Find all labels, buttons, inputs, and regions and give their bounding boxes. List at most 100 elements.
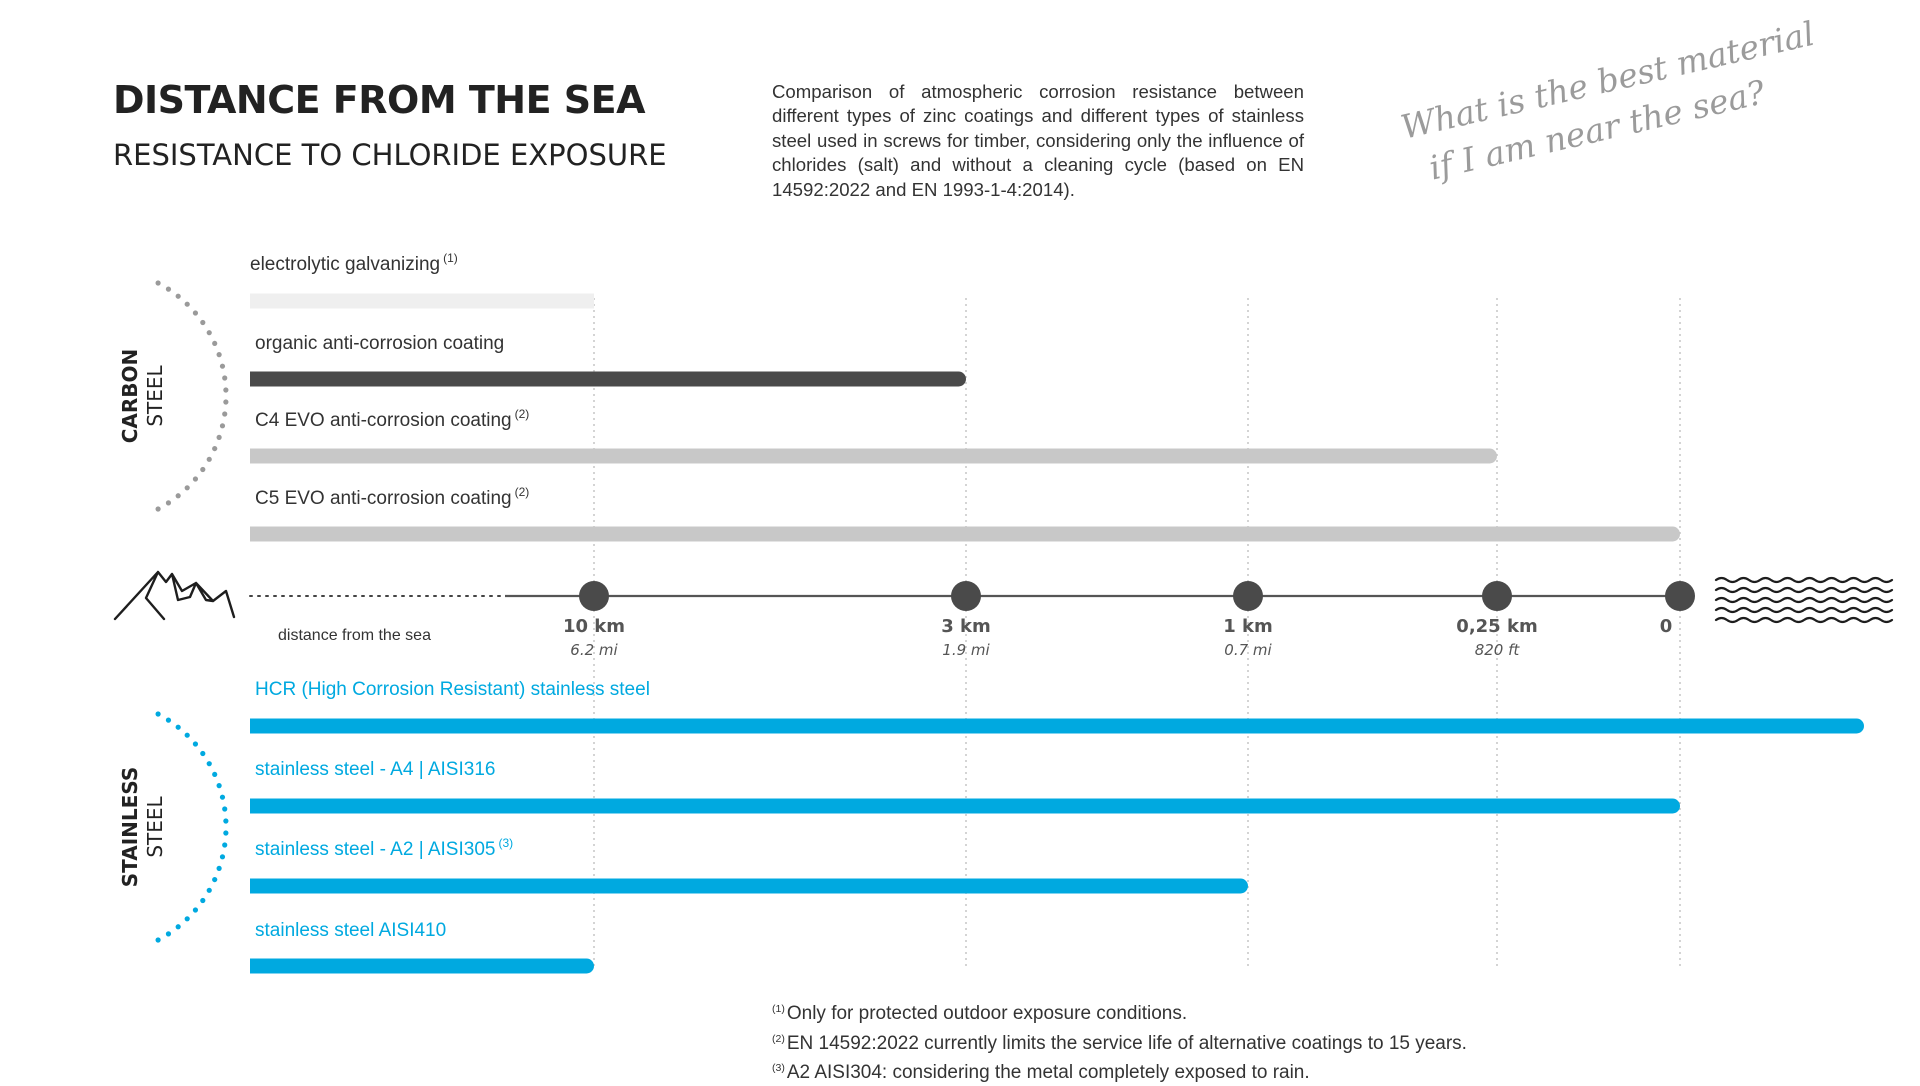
carbon-steel-bracket-dot — [165, 500, 172, 506]
bar-label: C5 EVO anti-corrosion coating (2) — [255, 485, 529, 509]
carbon-steel-bracket-dot — [175, 493, 181, 499]
tick-label: 10 km — [563, 616, 625, 637]
stainless-steel-bracket-dot — [222, 806, 228, 812]
tick-label: 3 km — [941, 616, 991, 637]
axis-marker — [579, 581, 609, 611]
stainless-steel-bracket-dot — [206, 887, 212, 893]
carbon-steel-bracket-dot — [223, 399, 229, 405]
bar-label: stainless steel - A4 | AISI316 — [255, 759, 495, 780]
sea-waves-icon — [1714, 576, 1894, 624]
stainless-steel-bracket-dot — [165, 931, 172, 937]
bar-label: electrolytic galvanizing (1) — [250, 251, 458, 275]
bar-left-cap — [250, 448, 265, 464]
bar-label: HCR (High Corrosion Resistant) stainless… — [255, 679, 650, 700]
carbon-steel-bracket-dot — [192, 310, 199, 316]
footnote-text: EN 14592:2022 currently limits the servi… — [786, 1032, 1467, 1054]
axis-marker — [1665, 581, 1695, 611]
stainless-steel-bracket-dot — [184, 916, 190, 922]
stainless-steel-bracket-dot — [223, 830, 229, 836]
footnote-mark: (1) — [772, 1003, 785, 1015]
bar — [250, 958, 594, 974]
carbon-steel-bracket-dot — [155, 506, 161, 512]
footnote-2: (2) EN 14592:2022 currently limits the se… — [772, 1027, 1672, 1057]
tick-label: 0,25 km — [1456, 616, 1537, 637]
tick-sublabel: 820 ft — [1475, 641, 1521, 659]
stainless-steel-bracket-dot — [192, 907, 199, 913]
axis-marker — [1482, 581, 1512, 611]
stainless-steel-bracket-dot — [165, 717, 172, 723]
stainless-steel-bracket-dot — [192, 741, 199, 747]
axis-label: distance from the sea — [278, 627, 431, 644]
bar-label: C4 EVO anti-corrosion coating (2) — [255, 407, 529, 431]
tick-sublabel: 0.7 mi — [1224, 641, 1272, 659]
carbon-steel-bracket-dot — [206, 330, 212, 336]
bar-left-cap — [250, 718, 265, 734]
carbon-steel-bracket-dot — [212, 340, 218, 347]
tick-label: 0 — [1660, 616, 1673, 637]
carbon-steel-bracket-dot — [192, 476, 199, 482]
axis-marker — [951, 581, 981, 611]
stainless-steel-bracket-dot — [184, 732, 190, 738]
bar — [250, 798, 1680, 814]
stainless-steel-bracket-dot — [223, 818, 229, 824]
stainless-steel-bracket-dot — [175, 724, 181, 730]
chart-description: Comparison of atmospheric corrosion resi… — [772, 81, 1304, 200]
tick-label: 1 km — [1223, 616, 1273, 637]
carbon-steel-bracket-dot — [184, 301, 190, 307]
stainless-steel-bracket-dot — [216, 783, 222, 789]
stainless-steel-bracket-dot — [212, 876, 218, 883]
carbon-steel-bracket-dot — [216, 352, 222, 358]
bar-label: organic anti-corrosion coating — [255, 333, 504, 354]
bar-label: stainless steel - A2 | AISI305 (3) — [255, 836, 513, 860]
bar — [250, 878, 1248, 894]
footnote-mark: (3) — [772, 1062, 785, 1074]
stainless-steel-bracket-dot — [200, 897, 206, 904]
carbon-steel-bracket-dot — [184, 485, 190, 491]
stainless-steel-bracket-dot — [200, 750, 206, 757]
bar — [250, 526, 1680, 542]
bar-left-cap — [250, 798, 265, 814]
bar — [250, 448, 1497, 464]
bar-left-cap — [250, 958, 265, 974]
stainless-steel-bracket-dot — [219, 794, 226, 800]
stainless-steel-bracket-dot — [155, 937, 161, 943]
carbon-steel-bracket-dot — [200, 466, 206, 473]
carbon-steel-bracket-dot — [212, 445, 218, 452]
carbon-steel-bracket-dot — [223, 387, 229, 393]
stainless-steel-bracket-dot — [216, 865, 222, 871]
axis-marker — [1233, 581, 1263, 611]
bar-left-cap — [250, 371, 265, 387]
stainless-steel-bracket-dot — [219, 854, 226, 860]
bar-left-cap — [250, 526, 265, 542]
carbon-steel-bracket-dot — [200, 319, 206, 326]
carbon-steel-label: CARBONSTEEL — [118, 349, 167, 444]
bar-left-cap — [250, 878, 265, 894]
footnote-mark: (2) — [772, 1032, 785, 1045]
footnote-text: A2 AISI304: considering the metal comple… — [786, 1062, 1310, 1083]
carbon-steel-bracket-dot — [155, 280, 161, 286]
footnote-text: Only for protected outdoor exposure cond… — [786, 1003, 1188, 1024]
tick-sublabel: 6.2 mi — [570, 641, 618, 659]
footnotes: (1) Only for protected outdoor exposure c… — [772, 997, 1672, 1086]
stainless-steel-label: STAINLESSSTEEL — [118, 767, 167, 887]
stainless-steel-bracket-dot — [206, 761, 212, 767]
page-subtitle: RESISTANCE TO CHLORIDE EXPOSURE — [113, 138, 667, 172]
page-title: DISTANCE FROM THE SEA — [113, 78, 646, 122]
bar — [250, 718, 1864, 734]
stainless-steel-bracket-dot — [222, 842, 228, 848]
mountains-icon — [113, 570, 236, 621]
tick-sublabel: 1.9 mi — [942, 641, 990, 659]
footnote-3: (3) A2 AISI304: considering the metal com… — [772, 1056, 1672, 1086]
carbon-steel-bracket-dot — [222, 375, 228, 381]
bar — [250, 371, 966, 387]
bar — [250, 293, 594, 309]
carbon-steel-bracket-dot — [206, 456, 212, 462]
stainless-steel-bracket-dot — [212, 771, 218, 778]
carbon-steel-bracket-dot — [219, 363, 226, 369]
bar-label: stainless steel AISI410 — [255, 920, 446, 941]
footnote-1: (1) Only for protected outdoor exposure c… — [772, 997, 1672, 1027]
carbon-steel-bracket-dot — [222, 411, 228, 417]
carbon-steel-bracket-dot — [165, 286, 172, 292]
carbon-steel-bracket-dot — [175, 293, 181, 299]
